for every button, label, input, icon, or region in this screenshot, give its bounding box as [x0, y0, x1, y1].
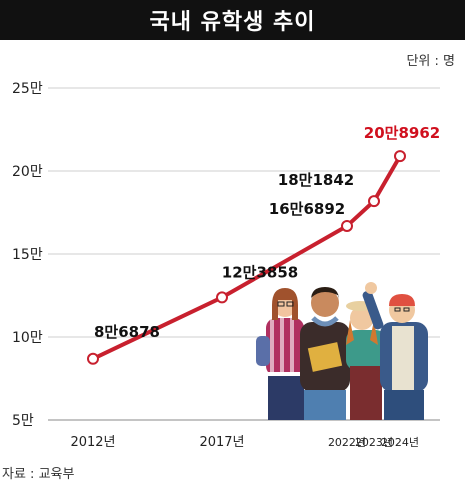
data-label: 8만6878 — [94, 323, 160, 341]
group-of-students-illustration — [256, 282, 428, 420]
student-figure — [300, 287, 350, 420]
data-point — [87, 352, 99, 365]
x-tick-label: 2024년 — [381, 436, 419, 449]
data-point — [368, 195, 380, 208]
data-point — [341, 219, 353, 232]
x-tick-label: 2022년 — [328, 436, 366, 449]
data-points — [87, 150, 406, 365]
y-tick-label: 25만 — [12, 81, 43, 97]
source-note: 자료 : 교육부 — [2, 467, 75, 482]
data-point — [216, 291, 228, 304]
y-tick-label: 15만 — [12, 247, 43, 263]
data-labels: 8만6878 12만3858 16만6892 18만1842 20만8962 — [94, 124, 440, 341]
data-label: 12만3858 — [222, 263, 298, 281]
chart-title: 국내 유학생 추이 — [149, 10, 316, 35]
student-figure — [362, 282, 428, 420]
student-figure — [346, 301, 386, 420]
y-tick-label: 5만 — [12, 413, 34, 429]
y-tick-label: 20만 — [12, 164, 43, 180]
data-label: 20만8962 — [364, 124, 440, 142]
data-label: 16만6892 — [269, 200, 345, 218]
x-tick-label: 2012년 — [70, 435, 115, 450]
y-axis-ticks: 5만 10만 15만 20만 25만 — [12, 81, 43, 429]
y-tick-label: 10만 — [12, 330, 43, 346]
data-label: 18만1842 — [278, 171, 354, 189]
x-tick-label: 2023년 — [355, 436, 393, 449]
title-bar: 국내 유학생 추이 — [0, 0, 465, 40]
x-tick-label: 2017년 — [199, 435, 244, 450]
student-figure — [256, 288, 306, 420]
unit-label: 단위 : 명 — [406, 54, 455, 69]
data-point — [394, 150, 406, 163]
